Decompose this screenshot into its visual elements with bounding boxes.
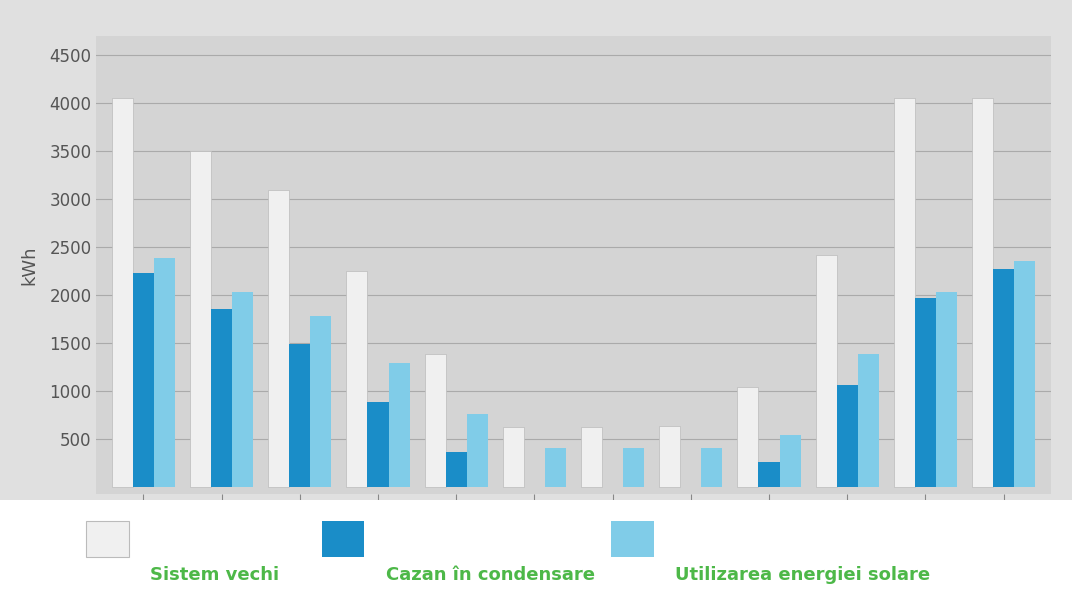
Bar: [914, 298, 936, 487]
Text: Cazan în condensare: Cazan în condensare: [386, 566, 595, 584]
Bar: [972, 98, 993, 487]
Bar: [894, 98, 914, 487]
Bar: [446, 452, 466, 487]
Bar: [154, 257, 175, 487]
Bar: [190, 151, 211, 487]
FancyBboxPatch shape: [86, 521, 129, 557]
Bar: [268, 189, 289, 487]
Bar: [133, 273, 154, 487]
Bar: [659, 426, 681, 487]
Bar: [503, 428, 524, 487]
Bar: [545, 449, 566, 487]
Bar: [233, 292, 253, 487]
Bar: [816, 255, 836, 487]
Text: Sistem vechi: Sistem vechi: [150, 566, 279, 584]
Text: Utilizarea energiei solare: Utilizarea energiei solare: [675, 566, 930, 584]
Bar: [993, 269, 1014, 487]
Bar: [311, 316, 331, 487]
Y-axis label: kWh: kWh: [20, 245, 39, 285]
Bar: [289, 344, 311, 487]
Bar: [738, 387, 759, 487]
Bar: [111, 98, 133, 487]
Bar: [211, 309, 233, 487]
Bar: [759, 462, 779, 487]
Bar: [936, 292, 957, 487]
Bar: [779, 435, 801, 487]
Bar: [368, 402, 388, 487]
Bar: [836, 385, 858, 487]
Bar: [388, 363, 410, 487]
Bar: [858, 355, 879, 487]
Bar: [581, 428, 602, 487]
Bar: [466, 414, 488, 487]
FancyBboxPatch shape: [322, 521, 364, 557]
Bar: [1014, 260, 1036, 487]
Bar: [701, 449, 723, 487]
Bar: [425, 355, 446, 487]
Bar: [346, 271, 368, 487]
Bar: [623, 449, 644, 487]
FancyBboxPatch shape: [611, 521, 654, 557]
